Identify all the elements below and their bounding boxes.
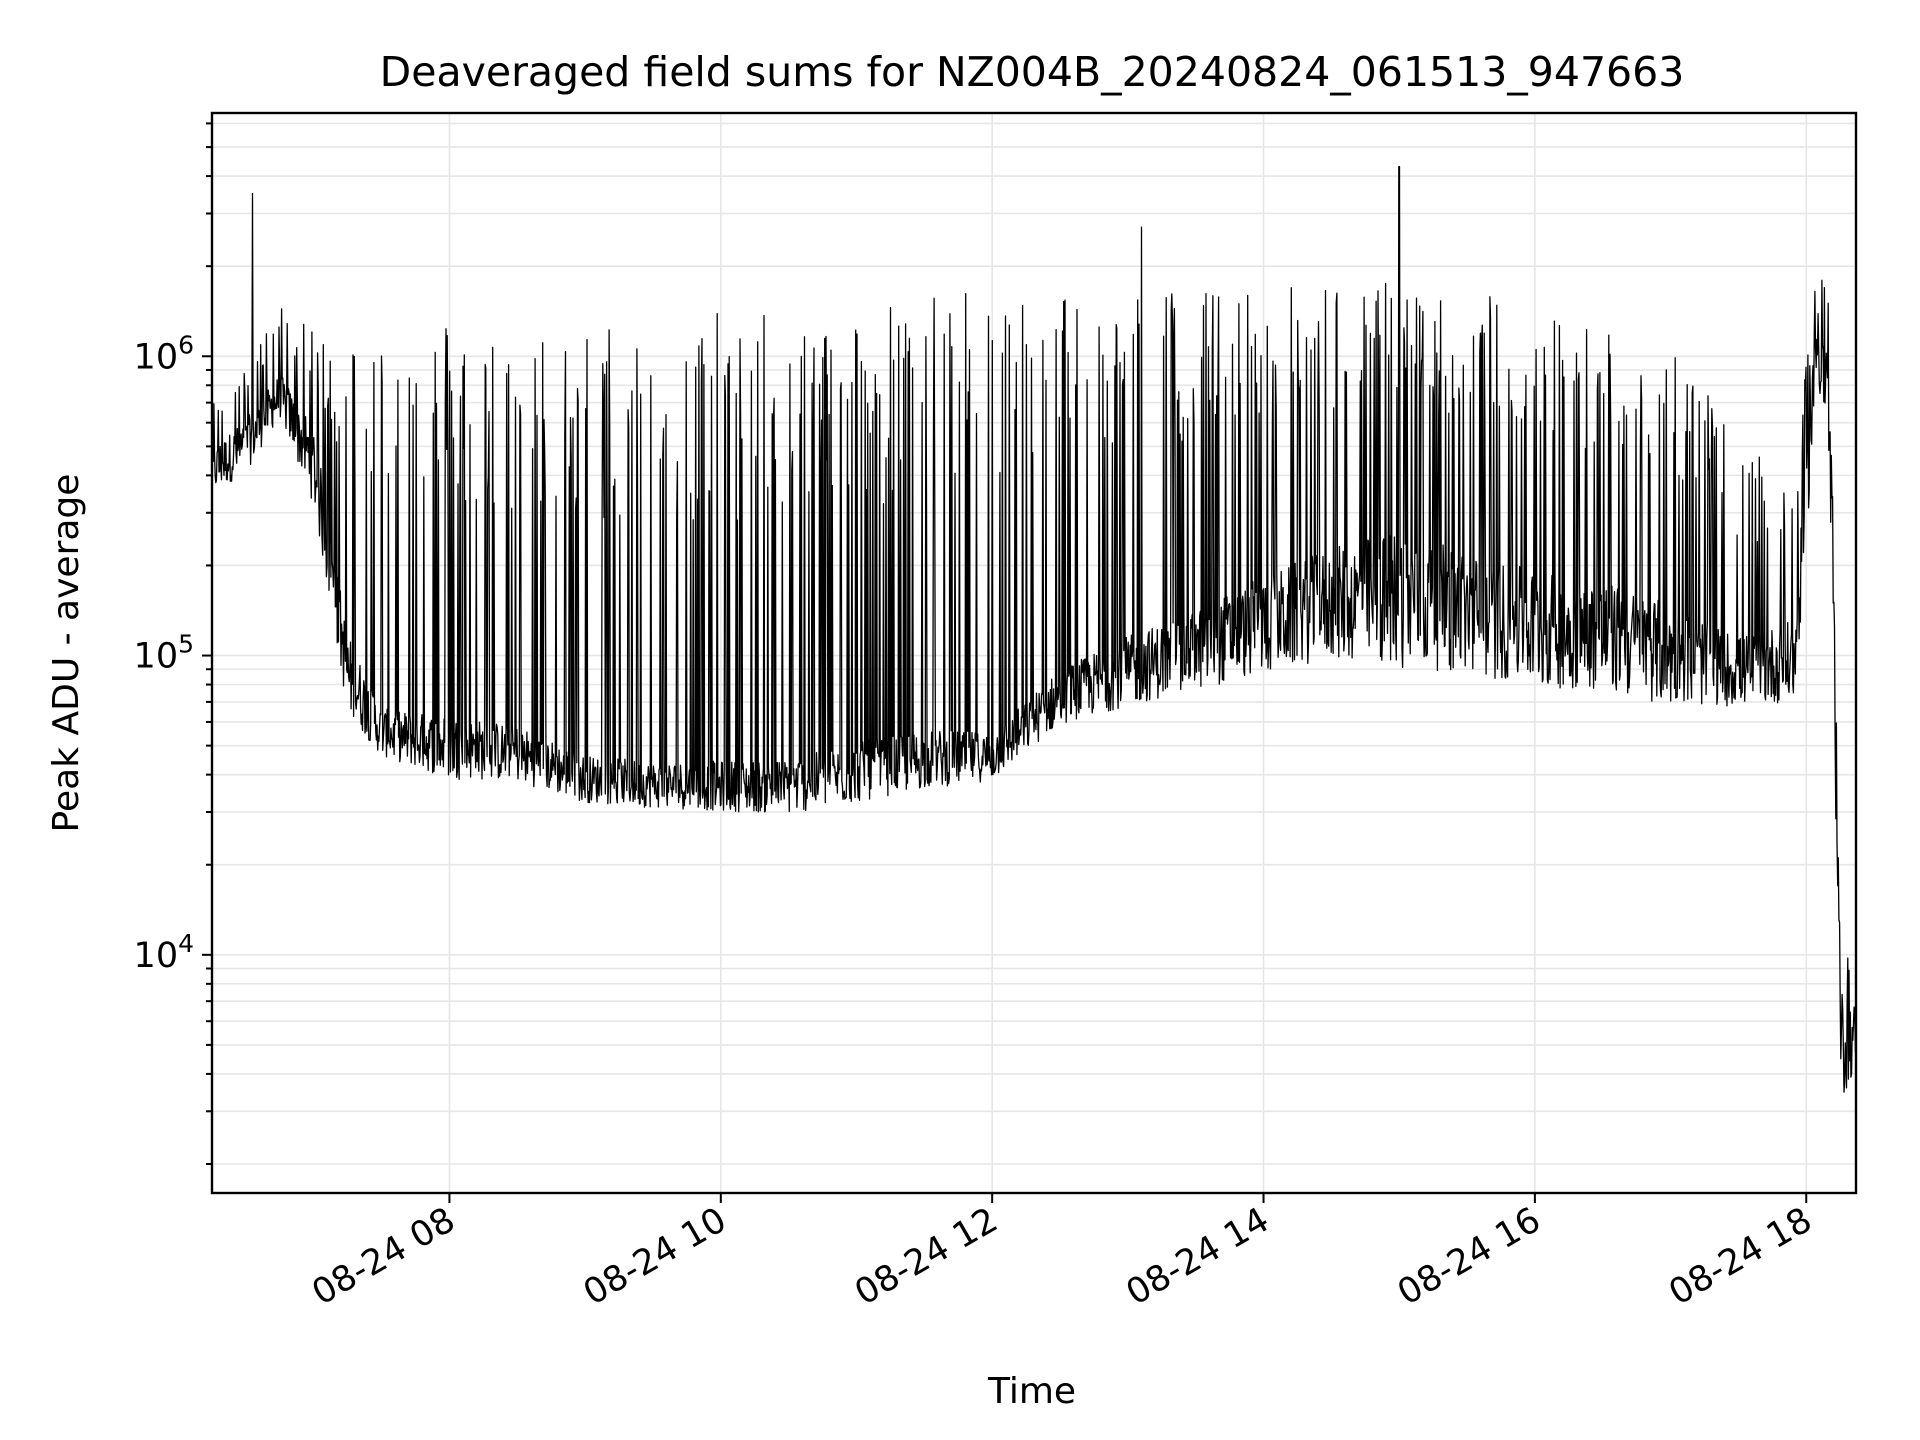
chart-title: Deaveraged field sums for NZ004B_2024082…	[380, 48, 1685, 96]
x-tick-label: 08-24 18	[1662, 1200, 1818, 1313]
series-line	[211, 166, 1857, 1093]
x-tick-label: 08-24 08	[306, 1200, 462, 1313]
series-layer	[211, 166, 1857, 1093]
y-axis-label: Peak ADU - average	[46, 474, 87, 833]
x-tick-label: 08-24 12	[848, 1200, 1004, 1313]
y-tick-label: 104	[134, 929, 194, 976]
x-tick-label: 08-24 10	[577, 1200, 733, 1313]
x-axis-label: Time	[987, 1371, 1076, 1412]
x-tick-label: 08-24 16	[1391, 1200, 1547, 1313]
y-tick-label: 105	[134, 630, 194, 677]
y-tick-label: 106	[134, 330, 194, 377]
x-tick-label: 08-24 14	[1120, 1200, 1276, 1313]
plot-frame	[210, 111, 1858, 1195]
